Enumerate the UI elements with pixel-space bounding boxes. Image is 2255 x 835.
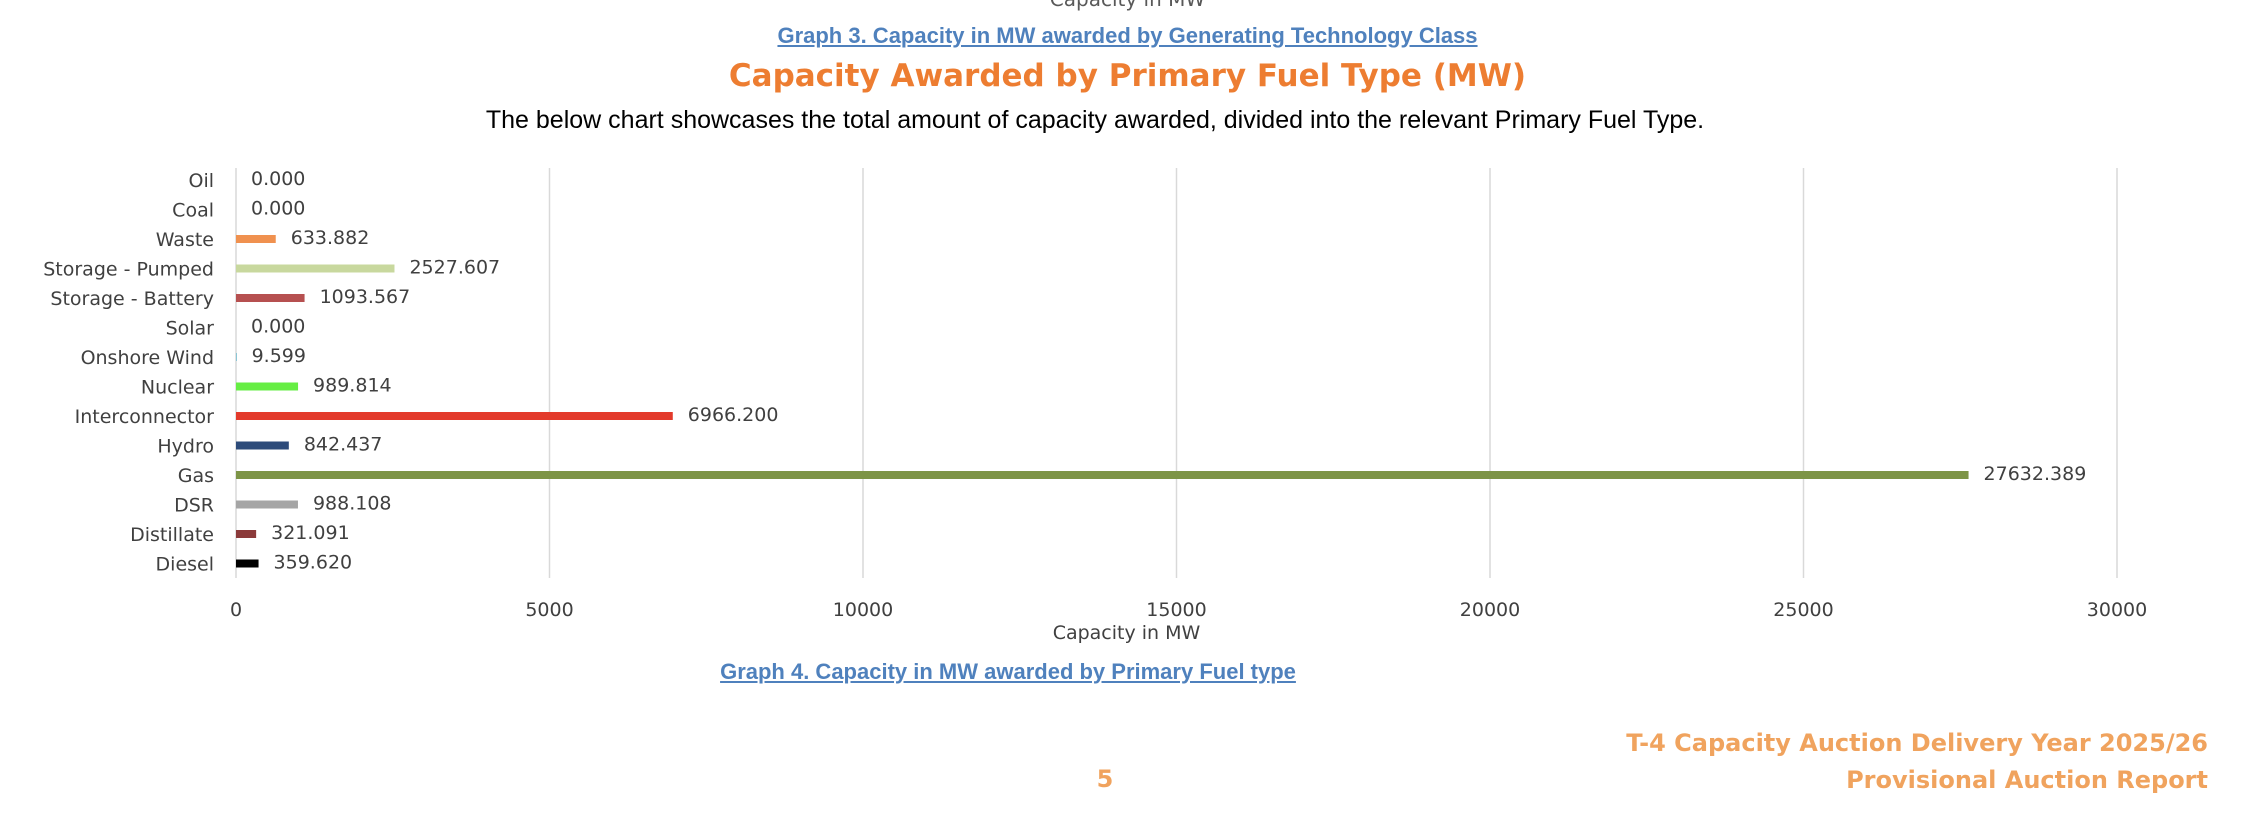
data-label: 0.000 bbox=[251, 316, 305, 338]
bar bbox=[236, 441, 289, 450]
x-tick-label: 0 bbox=[230, 599, 242, 621]
data-label: 359.620 bbox=[274, 552, 353, 574]
y-tick-label: Gas bbox=[178, 465, 214, 487]
y-tick-label: Nuclear bbox=[141, 377, 214, 399]
y-tick-label: Coal bbox=[172, 200, 214, 222]
data-label: 6966.200 bbox=[688, 404, 779, 426]
bar bbox=[236, 500, 298, 509]
x-tick-label: 25000 bbox=[1773, 599, 1833, 621]
chart-bars bbox=[236, 235, 1969, 568]
data-label: 989.814 bbox=[313, 375, 392, 397]
data-label: 0.000 bbox=[251, 168, 305, 190]
data-label: 1093.567 bbox=[320, 286, 411, 308]
bar bbox=[236, 530, 257, 538]
section-description: The below chart showcases the total amou… bbox=[485, 106, 1705, 134]
bar bbox=[236, 264, 395, 273]
section-title: Capacity Awarded by Primary Fuel Type (M… bbox=[728, 58, 1527, 94]
graph-3-caption-link[interactable]: Graph 3. Capacity in MW awarded by Gener… bbox=[777, 23, 1478, 48]
x-axis-title: Capacity in MW bbox=[1053, 622, 1201, 644]
data-label: 27632.389 bbox=[1984, 463, 2087, 485]
bar bbox=[236, 235, 276, 243]
x-tick-label: 10000 bbox=[833, 599, 893, 621]
y-tick-label: DSR bbox=[174, 495, 214, 517]
y-tick-label: Distillate bbox=[130, 524, 214, 546]
y-tick-label: Interconnector bbox=[75, 406, 215, 428]
report-title-line2: Provisional Auction Report bbox=[1846, 766, 2208, 794]
data-label: 321.091 bbox=[271, 522, 350, 544]
x-tick-label: 5000 bbox=[525, 599, 573, 621]
y-tick-label: Waste bbox=[156, 229, 214, 251]
bar bbox=[236, 412, 673, 420]
bar bbox=[236, 559, 259, 568]
y-tick-label: Oil bbox=[188, 170, 214, 192]
y-tick-label: Onshore Wind bbox=[81, 347, 214, 369]
data-label: 842.437 bbox=[304, 434, 383, 456]
data-label: 0.000 bbox=[251, 198, 305, 220]
data-label: 633.882 bbox=[291, 227, 370, 249]
bar bbox=[236, 471, 1969, 479]
bar bbox=[236, 382, 299, 391]
x-tick-label: 30000 bbox=[2087, 599, 2147, 621]
y-tick-label: Solar bbox=[166, 318, 215, 340]
fuel-type-bar-chart: 0 5000 10000 15000 20000 25000 30000 Capacity i… bbox=[43, 168, 2147, 644]
x-tick-label: 15000 bbox=[1146, 599, 1206, 621]
page-number: 5 bbox=[1096, 765, 1114, 793]
data-label: 2527.607 bbox=[409, 257, 500, 279]
x-tick-label: 20000 bbox=[1460, 599, 1520, 621]
y-tick-label: Storage - Battery bbox=[50, 288, 214, 310]
data-label: 9.599 bbox=[252, 345, 306, 367]
y-tick-label: Hydro bbox=[157, 436, 214, 458]
previous-chart-axis-label: Capacity in MW bbox=[0, 0, 2255, 11]
graph-4-caption-link[interactable]: Graph 4. Capacity in MW awarded by Prima… bbox=[720, 659, 1296, 684]
chart-labels: 0 5000 10000 15000 20000 25000 30000 Capacity i… bbox=[43, 168, 2147, 644]
chart-gridlines bbox=[235, 168, 2118, 578]
y-tick-label: Storage - Pumped bbox=[43, 259, 214, 281]
bar bbox=[236, 353, 237, 361]
bar bbox=[236, 294, 305, 302]
data-label: 988.108 bbox=[313, 493, 392, 515]
y-tick-label: Diesel bbox=[156, 554, 214, 576]
report-title-line1: T-4 Capacity Auction Delivery Year 2025/… bbox=[1626, 729, 2208, 757]
